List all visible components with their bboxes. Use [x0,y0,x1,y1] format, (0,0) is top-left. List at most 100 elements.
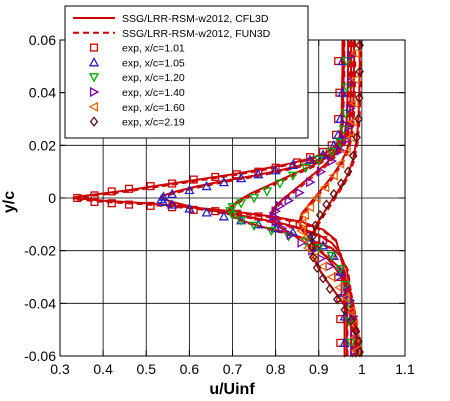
x-tick-label: 0.7 [223,361,243,377]
data-point [300,163,311,174]
data-point [343,166,353,177]
data-point [311,192,321,204]
data-point [296,225,306,237]
series-exp-x-c-1-05 [156,55,350,347]
data-point [339,337,350,347]
data-point [334,282,344,293]
data-point [335,266,346,276]
data-point [355,66,364,77]
data-point [304,202,315,213]
x-tick-label: 0.6 [180,361,200,377]
data-point [340,282,350,293]
data-point [218,176,229,187]
legend-entry-label: SSG/LRR-RSM-w2012, CFL3D [122,13,269,25]
data-point [322,199,331,210]
data-point [271,206,281,217]
experiment-markers [73,40,364,358]
data-point [335,265,346,275]
data-point [337,87,348,97]
data-point [284,195,294,206]
data-point [275,200,286,211]
data-point [308,252,318,263]
data-point [107,187,116,196]
legend-entry-label: exp, x/c=1.01 [122,43,185,55]
data-point [349,150,358,162]
data-point [319,147,328,156]
data-point [236,216,247,226]
data-point [326,251,337,262]
data-point [336,145,346,156]
data-point [333,294,342,305]
y-tick-label: -0.06 [24,348,56,364]
legend-marker-swatch [89,86,100,98]
data-point [313,243,324,254]
data-point [287,171,298,181]
data-point [271,163,280,172]
data-point [341,134,352,146]
data-point [287,159,298,170]
legend: SSG/LRR-RSM-w2012, CFL3D SSG/LRR-RSM-w201… [64,5,309,139]
y-tick-label: 0 [48,190,56,206]
data-point [146,201,155,210]
data-point [274,179,286,189]
data-point [297,237,307,248]
data-point [319,182,330,193]
x-axis-label: u/Uinf [209,381,255,398]
legend-entry-label: exp, x/c=2.19 [122,117,185,129]
data-point [189,175,198,184]
data-point [306,153,315,162]
legend-marker-swatch [89,116,99,127]
data-point [350,48,360,59]
y-tick-label: 0.02 [29,137,56,153]
data-point [339,311,350,321]
data-point [201,207,212,217]
data-point [341,57,352,67]
data-point [338,287,349,297]
data-point [218,211,229,221]
data-point [236,172,247,183]
y-tick-label: 0.04 [29,85,56,101]
x-tick-label: 0.5 [137,361,157,377]
legend-marker-swatch [89,43,99,52]
data-point [355,92,364,104]
data-point [348,319,359,330]
data-point [236,199,247,209]
data-point [316,166,327,177]
data-point [311,220,320,231]
data-point [90,197,99,207]
data-point [296,217,307,229]
data-point [253,168,264,179]
data-point [306,177,316,188]
data-point [73,193,82,203]
data-point [302,242,313,254]
data-point [345,132,356,143]
data-point [248,221,260,232]
y-axis-label: y/c [1,191,18,213]
data-point [317,149,329,159]
data-point [184,203,195,213]
data-point [168,179,177,188]
data-point [211,207,220,216]
data-point [345,306,356,317]
data-point [317,261,328,272]
y-tick-label: -0.04 [24,295,56,311]
data-point [349,98,359,109]
data-point [305,154,316,164]
data-point [354,336,363,347]
data-point [266,226,277,237]
data-point [278,223,288,234]
data-point [295,187,305,198]
data-point [340,292,350,304]
data-point [307,241,317,252]
data-point [352,132,361,143]
data-point [335,113,346,124]
data-point [350,74,360,85]
data-point [325,283,335,295]
x-tick-label: 1.1 [395,361,415,377]
legend-entry-label: exp, x/c=1.40 [122,87,185,99]
legend-entry-label: exp, x/c=1.20 [122,72,185,84]
data-point [340,304,349,316]
data-point [286,229,297,240]
data-point [340,109,351,120]
